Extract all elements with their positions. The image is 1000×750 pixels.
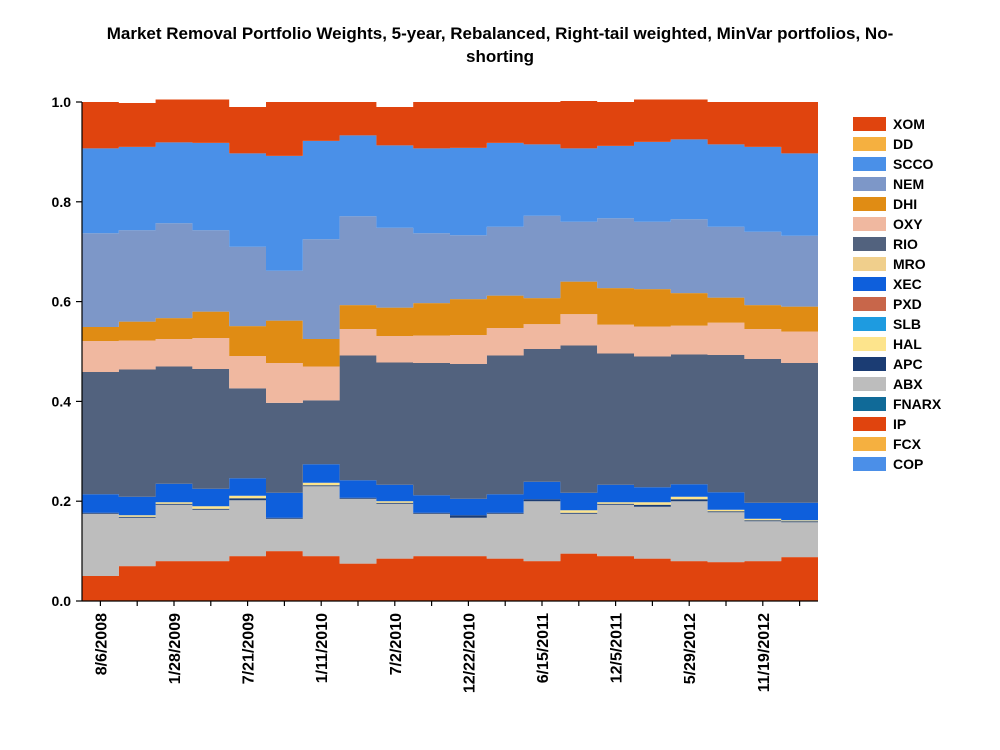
legend-swatch	[853, 257, 886, 271]
area-oxy	[82, 314, 818, 403]
x-tick-label: 12/5/2011	[609, 613, 626, 683]
area-xom	[82, 99, 818, 156]
legend-item-slb: SLB	[853, 316, 921, 332]
legend-swatch	[853, 137, 886, 151]
legend-label: FCX	[893, 436, 922, 452]
plot-area	[82, 99, 818, 601]
legend-swatch	[853, 237, 886, 251]
legend-label: MRO	[893, 256, 926, 272]
chart-title-line-2: shorting	[466, 47, 534, 66]
legend-item-oxy: OXY	[853, 216, 923, 232]
legend-item-xec: XEC	[853, 276, 922, 292]
legend-label: NEM	[893, 176, 924, 192]
legend-label: ABX	[893, 376, 923, 392]
legend-swatch	[853, 277, 886, 291]
legend-label: XOM	[893, 116, 925, 132]
x-tick-label: 1/11/2010	[314, 613, 331, 683]
legend-swatch	[853, 337, 886, 351]
legend-swatch	[853, 217, 886, 231]
legend-label: COP	[893, 456, 923, 472]
legend-swatch	[853, 437, 886, 451]
legend-label: XEC	[893, 276, 922, 292]
legend-item-abx: ABX	[853, 376, 923, 392]
area-dhi	[82, 281, 818, 367]
legend-item-rio: RIO	[853, 236, 918, 252]
legend-label: APC	[893, 356, 923, 372]
legend-label: SCCO	[893, 156, 934, 172]
y-tick-label: 0.0	[52, 593, 72, 609]
legend-label: IP	[893, 416, 906, 432]
legend-item-pxd: PXD	[853, 296, 922, 312]
area-rio	[82, 345, 818, 503]
legend-swatch	[853, 377, 886, 391]
x-tick-label: 5/29/2012	[682, 613, 699, 684]
x-tick-label: 8/6/2008	[93, 613, 110, 675]
legend-swatch	[853, 117, 886, 131]
area-nem	[82, 215, 818, 339]
legend-label: FNARX	[893, 396, 942, 412]
legend-item-cop: COP	[853, 456, 923, 472]
legend-swatch	[853, 297, 886, 311]
legend-item-mro: MRO	[853, 256, 926, 272]
area-scco	[82, 135, 818, 271]
legend-label: HAL	[893, 336, 922, 352]
legend-swatch	[853, 197, 886, 211]
x-tick-label: 7/2/2010	[388, 613, 405, 675]
legend-label: PXD	[893, 296, 922, 312]
y-tick-label: 0.4	[52, 393, 72, 409]
legend-swatch	[853, 177, 886, 191]
legend-item-xom: XOM	[853, 116, 925, 132]
legend-label: DHI	[893, 196, 917, 212]
y-axis: 0.0 0.2 0.4 0.6 0.8 1.0	[52, 94, 83, 609]
legend: XOM DD SCCO NEM DHI OXY RIO MRO XEC PXD SLB HAL APC A…	[853, 116, 942, 472]
x-axis: 8/6/2008 1/28/2009 7/21/2009 1/11/2010 7/2/2…	[82, 600, 818, 693]
y-tick-label: 0.2	[52, 493, 72, 509]
chart-title-line-1: Market Removal Portfolio Weights, 5-year…	[107, 24, 894, 43]
legend-swatch	[853, 157, 886, 171]
x-tick-label: 1/28/2009	[167, 613, 184, 684]
legend-item-nem: NEM	[853, 176, 924, 192]
x-tick-label: 12/22/2010	[461, 613, 478, 693]
y-tick-label: 0.8	[52, 194, 72, 210]
legend-label: OXY	[893, 216, 923, 232]
x-tick-label: 11/19/2012	[756, 613, 773, 692]
legend-item-dhi: DHI	[853, 196, 917, 212]
legend-item-scco: SCCO	[853, 156, 934, 172]
legend-swatch	[853, 317, 886, 331]
y-tick-label: 0.6	[52, 294, 72, 310]
x-tick-label: 6/15/2011	[535, 613, 552, 683]
area-ip	[82, 551, 818, 601]
legend-label: DD	[893, 136, 913, 152]
x-tick-label: 7/21/2009	[241, 613, 258, 684]
legend-swatch	[853, 457, 886, 471]
legend-item-hal: HAL	[853, 336, 922, 352]
legend-label: SLB	[893, 316, 921, 332]
legend-swatch	[853, 357, 886, 371]
legend-item-dd: DD	[853, 136, 913, 152]
legend-swatch	[853, 397, 886, 411]
legend-item-fnarx: FNARX	[853, 396, 942, 412]
y-tick-label: 1.0	[52, 94, 72, 110]
legend-swatch	[853, 417, 886, 431]
legend-item-apc: APC	[853, 356, 923, 372]
legend-label: RIO	[893, 236, 918, 252]
legend-item-fcx: FCX	[853, 436, 922, 452]
legend-item-ip: IP	[853, 416, 906, 432]
